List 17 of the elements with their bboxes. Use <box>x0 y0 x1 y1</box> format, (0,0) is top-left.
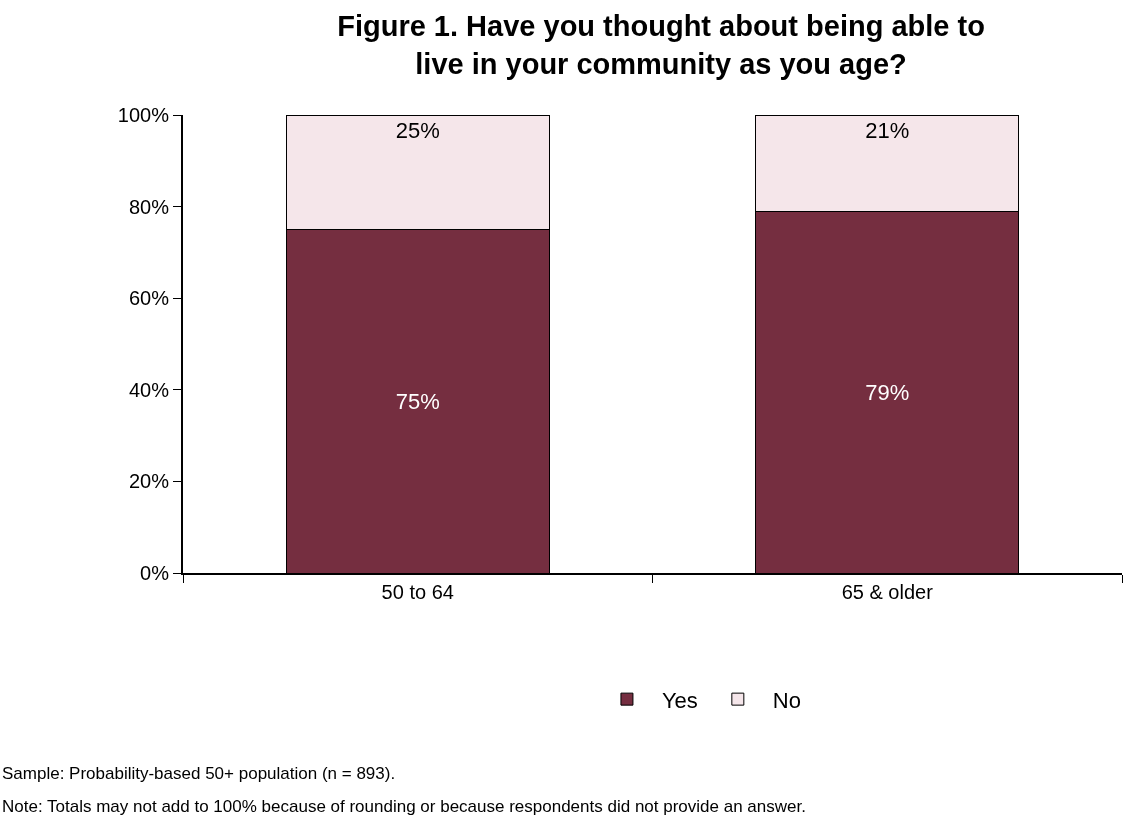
y-tick-label: 80% <box>128 195 170 218</box>
text: 25% <box>395 118 440 143</box>
y-tick-label: 40% <box>128 378 170 401</box>
legend-label: Yes <box>661 687 698 713</box>
y-tick-label: 60% <box>128 287 170 310</box>
y-tick-label: 100% <box>117 104 170 126</box>
text: 21% <box>865 118 910 143</box>
x-tick-label: 50 to 64 <box>381 581 454 603</box>
text: Sample: Probability-based 50+ population (n = 893). <box>2 764 396 783</box>
text: 79% <box>865 379 910 405</box>
legend-label: No <box>772 687 801 713</box>
text: Note: Totals may not add to 100% because of rounding or because respondents did not provide an answer. <box>2 797 806 816</box>
y-tick-label: 20% <box>128 470 170 493</box>
chart-title: Figure 1. Have you thought about being able to live in your community as you age? <box>337 10 985 80</box>
y-tick-label: 0% <box>140 562 170 584</box>
text: 75% <box>395 388 440 414</box>
x-tick-label: 65 & older <box>841 581 934 603</box>
